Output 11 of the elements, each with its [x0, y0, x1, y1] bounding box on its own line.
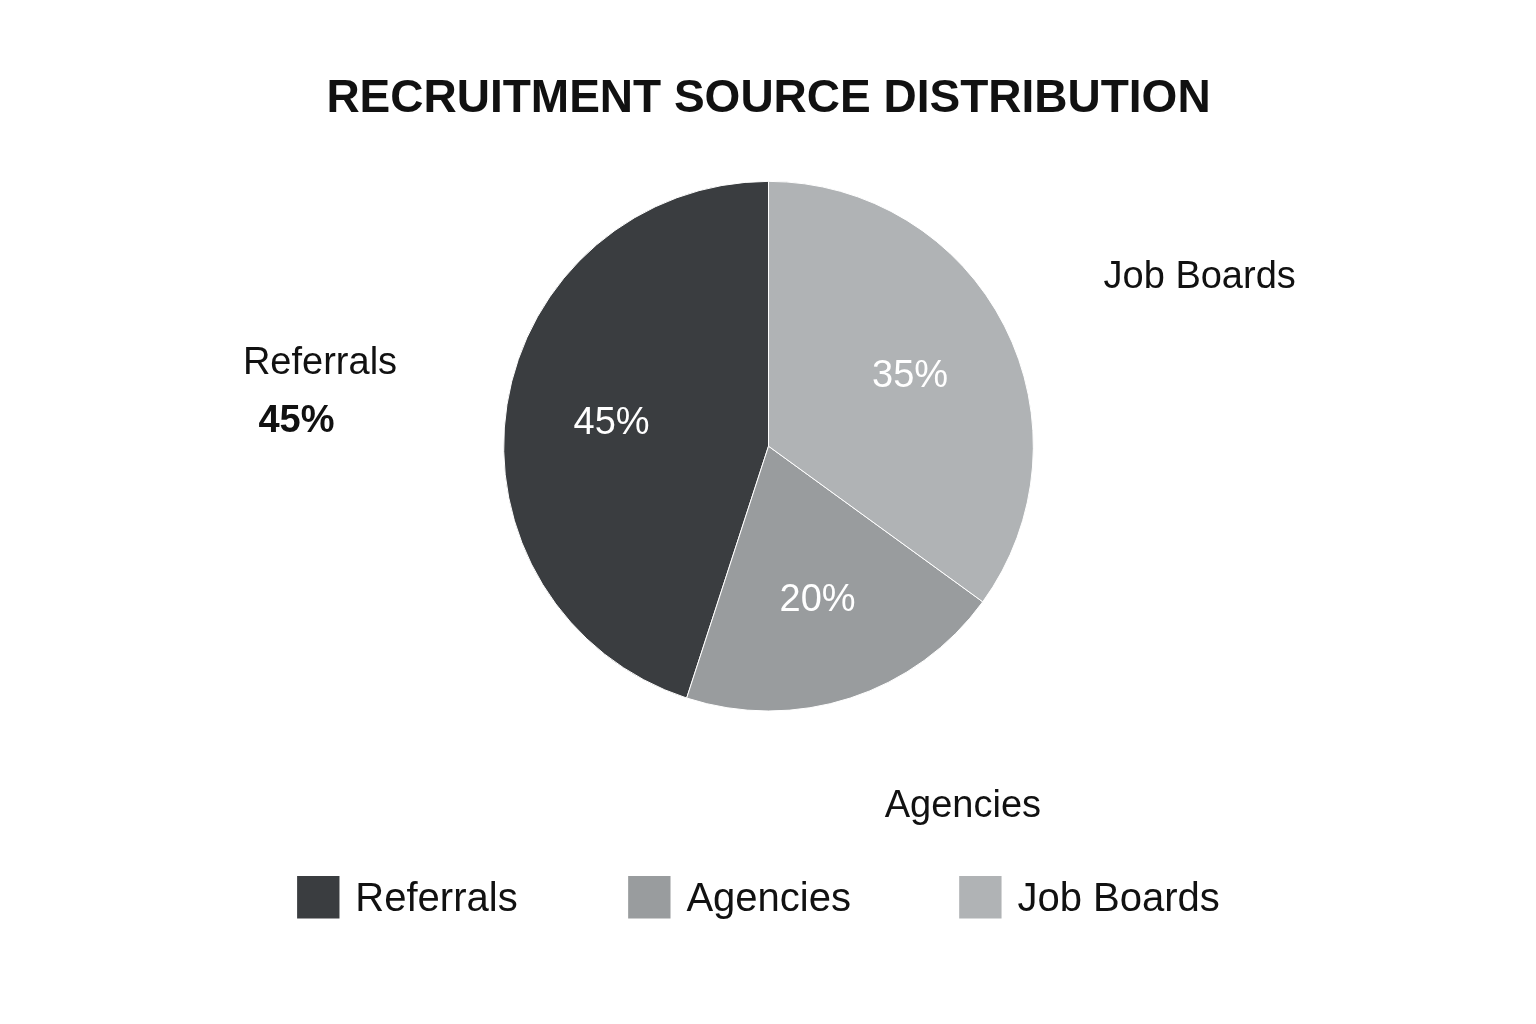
legend-label: Job Boards: [1017, 875, 1220, 920]
data-label: 35%: [872, 352, 949, 395]
legend-label: Referrals: [355, 875, 518, 920]
slice-label: Agencies: [884, 783, 1042, 826]
data-label: 20%: [779, 576, 856, 619]
legend-label: Agencies: [686, 875, 851, 920]
slice-label: Referrals: [242, 339, 398, 382]
chart-title: RECRUITMENT SOURCE DISTRIBUTION: [326, 70, 1211, 122]
text: 45%: [258, 398, 335, 441]
data-label: 45%: [573, 400, 650, 443]
slice-label: Job Boards: [1103, 254, 1296, 297]
